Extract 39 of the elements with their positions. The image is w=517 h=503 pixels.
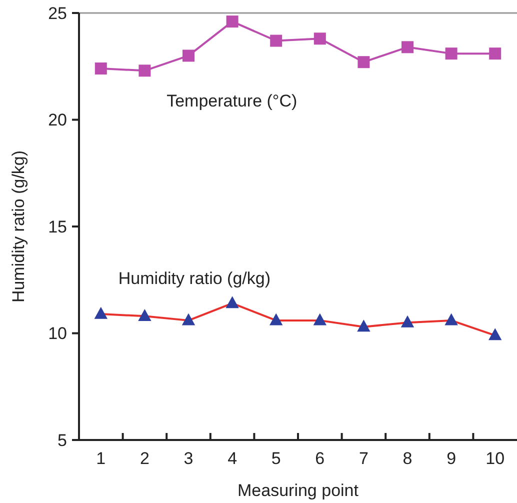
point [313, 313, 326, 326]
x-tick-label: 9 [446, 449, 456, 468]
point [138, 64, 151, 77]
x-tick-label: 1 [96, 449, 106, 468]
x-tick-label: 3 [184, 449, 194, 468]
y-tick-label: 25 [48, 4, 67, 23]
point [444, 313, 458, 326]
x-tick-label: 5 [271, 449, 281, 468]
y-tick-label: 20 [48, 110, 67, 130]
point [400, 315, 414, 328]
x-tick-label: 2 [140, 449, 150, 468]
point [270, 34, 282, 47]
point [182, 313, 196, 326]
y-tick-label: 15 [48, 217, 67, 236]
x-tick-label: 4 [228, 449, 238, 468]
point [138, 308, 152, 321]
y-tick-label: 10 [48, 324, 67, 344]
x-tick-label: 6 [315, 449, 325, 468]
point [270, 313, 283, 326]
point [314, 32, 326, 45]
point [94, 62, 107, 75]
x-tick-label: 8 [402, 449, 412, 468]
y-axis-title: Humidity ratio (g/kg) [9, 150, 28, 303]
point [357, 320, 370, 332]
x-axis-title: Measuring point [238, 481, 359, 500]
y-tick-label: 5 [58, 430, 67, 450]
point [94, 306, 108, 319]
series-label: Temperature (°C) [166, 92, 298, 111]
point [226, 296, 239, 308]
point [445, 48, 458, 60]
point [402, 41, 414, 54]
point [358, 56, 370, 68]
point [226, 16, 238, 28]
x-tick-label: 10 [486, 449, 505, 468]
series-label: Humidity ratio (g/kg) [118, 269, 271, 288]
x-tick-label: 7 [358, 449, 368, 468]
point [488, 328, 502, 340]
point [489, 48, 502, 60]
point [182, 50, 194, 62]
